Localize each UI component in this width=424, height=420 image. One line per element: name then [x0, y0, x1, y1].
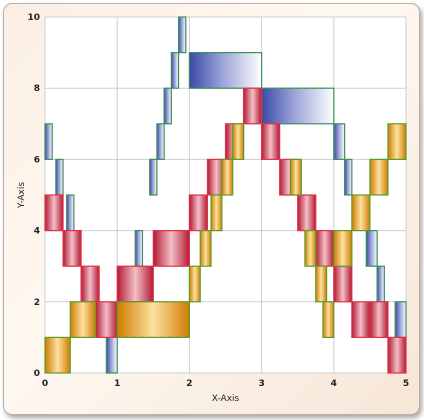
range-bar-series-2: [94, 301, 118, 338]
range-bar-series-1: [134, 230, 144, 267]
y-axis-label: Y-Axis: [17, 182, 27, 209]
range-bar-series-1: [376, 265, 385, 303]
range-bar-series-3: [369, 158, 389, 196]
range-bar-series-2: [261, 123, 281, 161]
range-bar-series-3: [116, 301, 190, 338]
range-bar-series-1: [105, 336, 118, 374]
range-bar-series-3: [232, 123, 245, 161]
range-bar-series-3: [210, 194, 223, 232]
y-tick-label: 0: [34, 369, 40, 379]
x-tick-label: 2: [186, 379, 192, 389]
range-bar-series-2: [152, 230, 191, 267]
x-tick-label: 5: [403, 379, 409, 389]
x-tick-label: 4: [331, 379, 337, 389]
range-bar-series-2: [44, 194, 64, 232]
range-bar-series-1: [333, 123, 346, 161]
range-bar-series-2: [242, 87, 263, 125]
range-bar-series-3: [188, 265, 201, 303]
y-tick-label: 2: [34, 298, 40, 308]
bars: [44, 16, 407, 374]
range-bar-series-3: [69, 301, 97, 338]
range-bar-series-2: [188, 194, 209, 232]
range-bar-series-2: [116, 265, 154, 303]
range-bar-series-3: [289, 158, 302, 196]
range-bar-series-3: [387, 123, 407, 161]
y-tick-label: 10: [27, 13, 40, 23]
y-tick-label: 4: [34, 227, 40, 237]
range-bar-series-1: [149, 158, 158, 196]
range-bar-series-3: [44, 336, 71, 374]
range-bar-series-2: [369, 301, 389, 338]
range-bar-series-1: [156, 123, 165, 161]
range-bar-series-2: [387, 336, 407, 374]
range-bar-series-1: [163, 87, 172, 125]
range-bar-series-1: [170, 51, 180, 89]
range-bar-series-2: [80, 265, 100, 303]
range-bar-series-2: [333, 265, 353, 303]
range-bar-series-1: [66, 194, 75, 232]
range-bar-series-1: [177, 16, 187, 54]
range-bar-series-2: [62, 230, 82, 267]
range-bar-series-1: [344, 158, 353, 196]
y-tick-label: 8: [34, 84, 40, 94]
x-tick-label: 3: [258, 379, 264, 389]
range-bar-series-1: [365, 230, 378, 267]
x-tick-label: 0: [42, 379, 48, 389]
range-bar-series-3: [199, 230, 212, 267]
range-bar-series-3: [221, 158, 234, 196]
x-tick-label: 1: [114, 379, 120, 389]
y-tick-label: 6: [34, 155, 40, 165]
range-bar-series-2: [297, 194, 317, 232]
tick-labels: 0 1 2 3 4 5 0 2 4 6 8 10: [27, 13, 409, 389]
range-bar-series-3: [351, 194, 371, 232]
x-axis-label: X-Axis: [212, 394, 240, 404]
range-bar-series-3: [315, 265, 328, 303]
range-bar-series-2: [351, 301, 371, 338]
range-bar-series-2: [315, 230, 335, 267]
range-bar-series-3: [304, 230, 317, 267]
range-bar-series-3: [333, 230, 353, 267]
range-bar-series-1: [55, 158, 64, 196]
range-bar-series-3: [322, 301, 335, 338]
range-bar-series-1: [44, 123, 53, 161]
range-bar-series-1: [261, 87, 335, 125]
range-bar-series-1: [188, 51, 263, 89]
range-bar-series-1: [394, 301, 407, 338]
